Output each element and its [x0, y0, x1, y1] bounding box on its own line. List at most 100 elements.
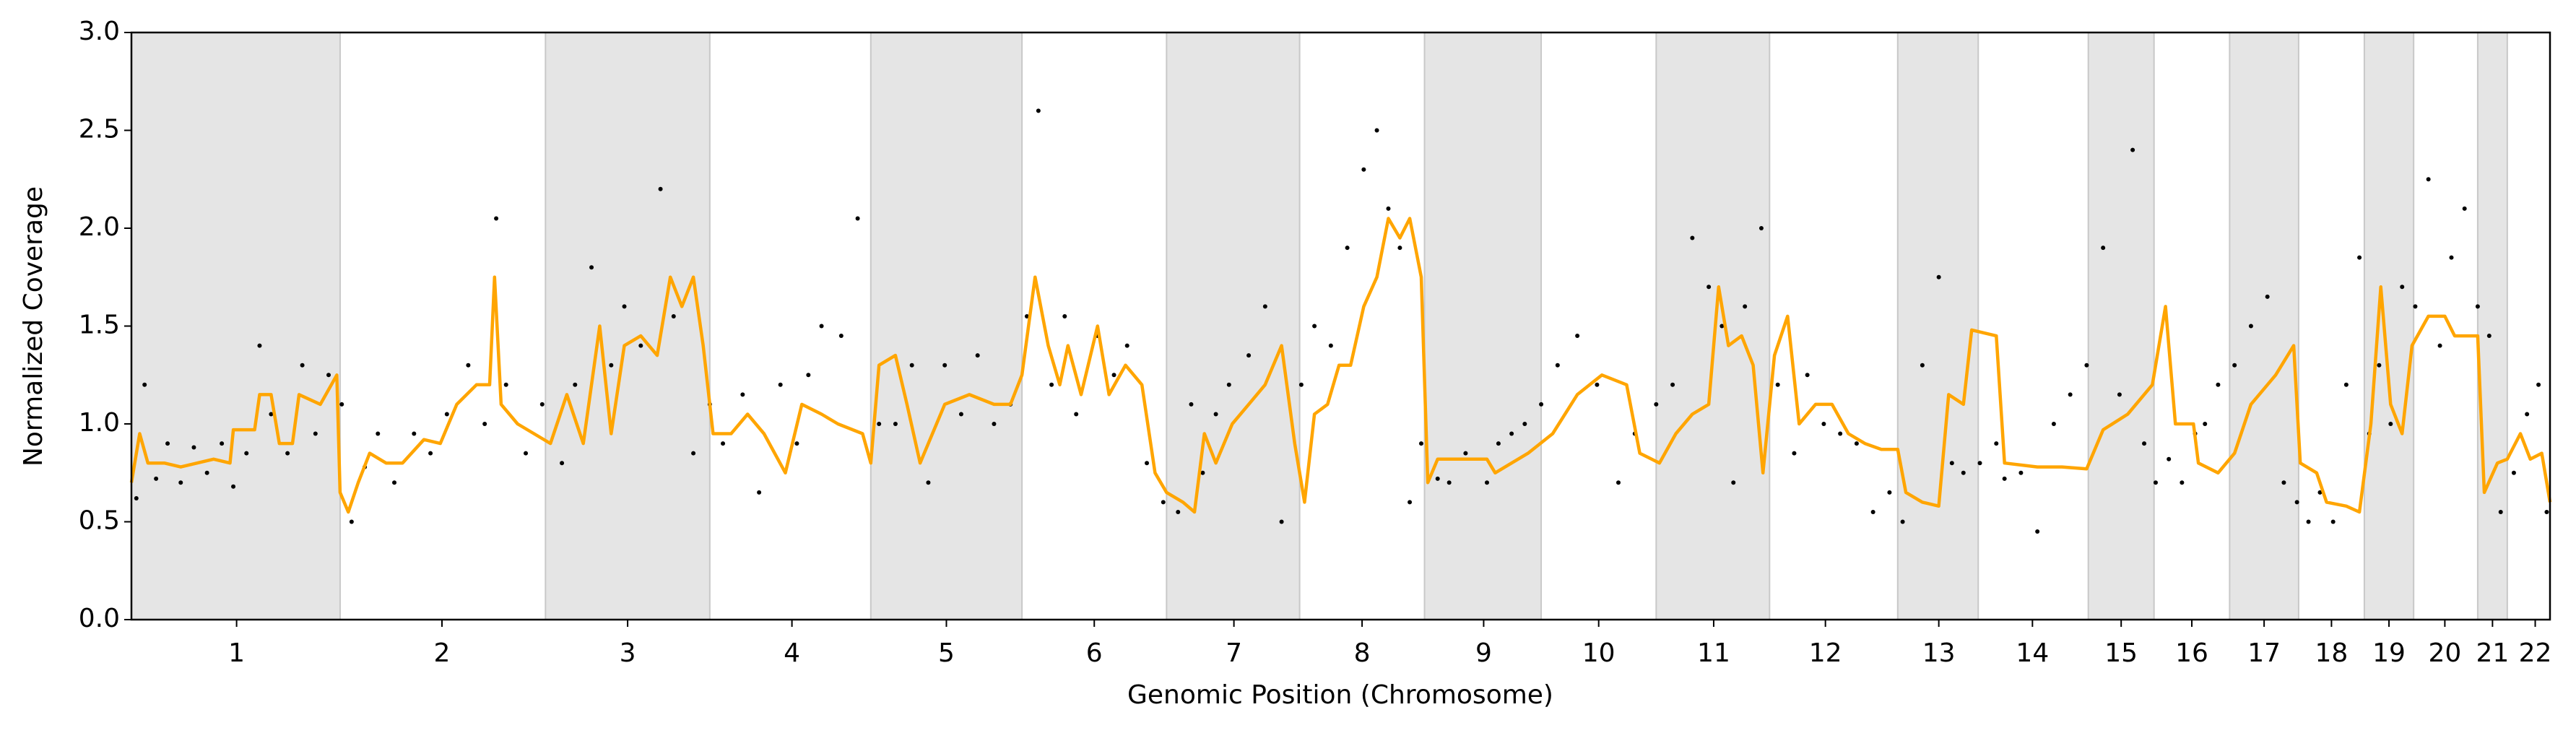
- coverage-point: [2180, 480, 2185, 485]
- x-axis-label: Genomic Position (Chromosome): [1127, 680, 1553, 710]
- coverage-point: [1949, 461, 1954, 466]
- coverage-point: [2068, 392, 2073, 397]
- x-tick-label: 14: [2016, 638, 2049, 668]
- coverage-point: [1509, 431, 1514, 436]
- coverage-point: [220, 441, 225, 446]
- coverage-point: [313, 431, 318, 436]
- coverage-point: [1049, 382, 1054, 387]
- coverage-point: [2357, 255, 2362, 260]
- coverage-point: [838, 334, 844, 339]
- x-tick-label: 13: [1922, 638, 1956, 668]
- coverage-point: [671, 313, 676, 318]
- coverage-point: [1961, 470, 1966, 475]
- coverage-point: [1074, 412, 1079, 417]
- chromosome-shade: [545, 32, 711, 620]
- coverage-point: [2035, 529, 2040, 534]
- coverage-point: [2084, 363, 2089, 368]
- coverage-point: [2498, 509, 2503, 514]
- coverage-point: [1707, 285, 1712, 290]
- y-tick-label: 1.5: [79, 311, 120, 340]
- x-tick-label: 19: [2372, 638, 2406, 668]
- x-tick-label: 1: [228, 638, 245, 668]
- coverage-point: [539, 402, 545, 407]
- y-tick-label: 2.0: [79, 212, 120, 242]
- coverage-point: [2475, 304, 2480, 309]
- coverage-point: [1447, 480, 1452, 485]
- coverage-point: [2281, 480, 2286, 485]
- y-axis-label: Normalized Coverage: [19, 186, 48, 467]
- coverage-point: [2002, 476, 2007, 481]
- chromosome-shade: [2087, 32, 2155, 620]
- coverage-point: [494, 216, 499, 221]
- coverage-point: [1719, 324, 1725, 329]
- coverage-point: [2142, 441, 2147, 446]
- axes: 0.00.51.01.52.02.53.01 2 3 4 5 6 7 8 9 10 11 12 13 14…: [79, 17, 2552, 668]
- coverage-point: [2400, 285, 2405, 290]
- coverage-point: [2413, 304, 2418, 309]
- coverage-point: [1176, 509, 1181, 514]
- coverage-point: [1496, 441, 1501, 446]
- coverage-point: [609, 363, 614, 368]
- coverage-point: [1743, 304, 1748, 309]
- coverage-point: [1200, 470, 1205, 475]
- coverage-point: [428, 451, 433, 456]
- coverage-point: [142, 382, 147, 387]
- coverage-point: [2388, 422, 2393, 426]
- chromosome-shade: [2476, 32, 2508, 620]
- x-tick-label: 20: [2428, 638, 2461, 668]
- coverage-point: [2306, 519, 2311, 524]
- data-marks: [129, 108, 2552, 534]
- coverage-point: [691, 451, 696, 456]
- coverage-point: [2525, 412, 2530, 417]
- x-tick-label: 2: [434, 638, 451, 668]
- chromosome-shade: [131, 32, 341, 620]
- coverage-point: [1484, 480, 1489, 485]
- coverage-point: [1887, 490, 1892, 495]
- coverage-point: [1374, 128, 1379, 133]
- coverage-point: [349, 519, 354, 524]
- coverage-point: [2294, 500, 2299, 505]
- coverage-point: [819, 324, 824, 329]
- x-tick-label: 15: [2104, 638, 2138, 668]
- y-tick-label: 0.0: [79, 604, 120, 633]
- x-tick-label: 3: [620, 638, 636, 668]
- coverage-point: [1731, 480, 1736, 485]
- coverage-point: [589, 265, 594, 270]
- coverage-point: [1298, 382, 1304, 387]
- x-tick-label: 21: [2476, 638, 2509, 668]
- x-tick-label: 7: [1226, 638, 1242, 668]
- coverage-point: [1522, 422, 1527, 426]
- coverage-point: [204, 470, 209, 475]
- coverage-point: [1145, 461, 1150, 466]
- coverage-point: [740, 392, 745, 397]
- coverage-point: [503, 382, 508, 387]
- coverage-point: [326, 373, 331, 378]
- coverage-point: [2117, 392, 2122, 397]
- coverage-point: [778, 382, 783, 387]
- segment-line: [129, 217, 2552, 514]
- coverage-point: [909, 363, 914, 368]
- coverage-point: [560, 461, 565, 466]
- coverage-point: [1690, 235, 1695, 240]
- coverage-point: [2153, 480, 2158, 485]
- coverage-point: [1361, 167, 1366, 172]
- coverage-point: [1792, 451, 1797, 456]
- coverage-point: [1838, 431, 1843, 436]
- coverage-point: [2544, 509, 2549, 514]
- coverage-point: [2486, 334, 2492, 339]
- coverage-point: [1595, 382, 1600, 387]
- coverage-point: [806, 373, 811, 378]
- coverage-point: [2449, 255, 2454, 260]
- coverage-point: [2536, 382, 2541, 387]
- coverage-point: [2167, 456, 2172, 461]
- x-tick-label: 10: [1582, 638, 1616, 668]
- chromosome-shade: [2229, 32, 2299, 620]
- x-tick-label: 22: [2519, 638, 2552, 668]
- coverage-point: [926, 480, 931, 485]
- coverage-point: [1024, 313, 1029, 318]
- coverage-point: [2511, 470, 2516, 475]
- coverage-point: [1328, 343, 1333, 348]
- y-tick-label: 1.0: [79, 408, 120, 438]
- coverage-point: [178, 480, 183, 485]
